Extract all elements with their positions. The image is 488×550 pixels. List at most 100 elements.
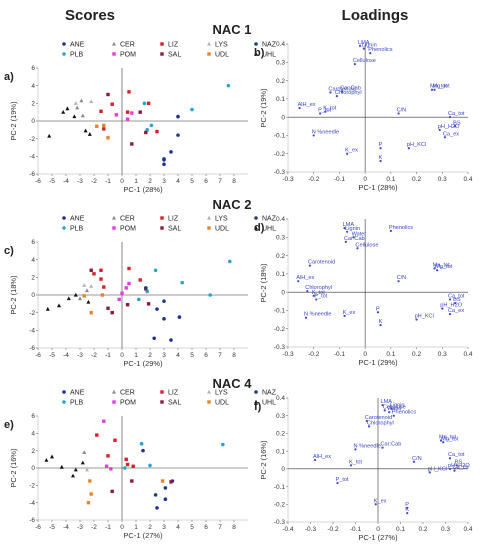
x-tick-label: 6 (204, 524, 208, 531)
loading-point (448, 298, 452, 301)
x-tick-label: 0.2 (418, 526, 427, 533)
loading-label: BS (453, 120, 461, 126)
loading-point (448, 457, 452, 460)
loading-label: pH_KCl (428, 466, 447, 472)
loading-label: AlH_ex (298, 102, 316, 108)
x-tick-label: 3 (162, 352, 166, 359)
x-tick-label: 7 (218, 352, 222, 359)
legend-marker-uhl (254, 51, 258, 56)
x-tick-label: -0.2 (308, 351, 320, 358)
loading-point (343, 314, 346, 318)
loading-label: Car:Cab (381, 442, 402, 448)
x-tick-label: 2 (148, 352, 152, 359)
point-liz (125, 462, 130, 467)
point-pom (102, 419, 106, 423)
legend-marker-pom (112, 226, 116, 230)
y-axis-label: PC-2 (18%) (9, 275, 18, 315)
legend-marker-lys (207, 41, 211, 46)
x-tick-label: -0.3 (282, 351, 294, 358)
legend-label-ane: ANE (70, 390, 85, 397)
legend-marker-liz (160, 42, 164, 46)
loading-label: pH_KCl (407, 142, 426, 148)
y-tick-label: -2 (29, 483, 35, 490)
point-udl (88, 479, 92, 483)
y-tick-label: 0.1 (276, 448, 285, 455)
point-plb (145, 128, 149, 132)
loading-label: Phenolics (389, 225, 413, 231)
point-liz (127, 90, 131, 94)
point-plb (153, 268, 158, 273)
x-tick-label: -6 (35, 178, 41, 185)
y-axis-label: PC-2 (16%) (259, 440, 268, 480)
x-tick-label: -0.1 (334, 176, 346, 183)
y-tick-label: 0.3 (276, 413, 285, 420)
loading-point (412, 460, 416, 463)
legend-label-sal: SAL (168, 226, 181, 233)
point-plb (208, 293, 212, 297)
loading-label: K_ex (345, 148, 358, 154)
loading-label: Carotenoid (365, 415, 392, 421)
loading-point (298, 106, 301, 110)
legend-marker-naz (254, 390, 258, 394)
y-tick-label: -0.3 (274, 169, 286, 176)
point-sal (106, 306, 110, 310)
y-tick-label: -4 (29, 154, 35, 161)
panel-label-e: e) (4, 419, 14, 431)
loading-label: P_tot (318, 107, 332, 113)
point-liz (125, 110, 130, 114)
point-naz (162, 299, 166, 303)
legend-marker-lys (207, 389, 211, 394)
point-udl (82, 294, 86, 298)
x-axis-label: PC-1 (28%) (123, 185, 163, 194)
loading-label: AlH_ex (313, 454, 331, 460)
legend-a: ANE CER LIZ LYS NAZ PLB POM SAL UDL UHL (62, 42, 277, 59)
x-tick-label: -2 (91, 178, 97, 185)
y-tick-label: -6 (29, 171, 35, 178)
point-liz (113, 438, 117, 442)
legend-e: ANE CER LIZ LYS NAZ PLB POM SAL UDL UHL (62, 390, 277, 407)
point-liz (99, 277, 103, 281)
loading-point (397, 112, 400, 115)
loading-point (430, 88, 434, 91)
loading-label: Cellulose (355, 242, 378, 248)
x-tick-label: -1 (105, 178, 111, 185)
legend-label-naz: NAZ (262, 390, 277, 397)
y-tick-label: 0 (281, 289, 285, 296)
nac-title-d: NAC 2 (212, 197, 251, 212)
point-uhl (57, 303, 61, 308)
loading-point (354, 448, 357, 451)
loading-point (335, 95, 338, 98)
legend-label-sal: SAL (168, 400, 181, 407)
loading-point (356, 247, 359, 250)
loading-label: K_ex (343, 310, 356, 316)
legend-marker-cer (112, 215, 116, 220)
legend-label-uhl: UHL (262, 52, 276, 59)
loading-label: Ca_ex (443, 131, 459, 137)
loading-label: P_tot (314, 293, 328, 299)
x-tick-label: 8 (232, 352, 236, 359)
y-tick-label: -2 (29, 310, 35, 317)
legend-marker-sal (160, 226, 164, 230)
legend-marker-cer (112, 389, 116, 394)
point-naz (144, 286, 148, 290)
y-tick-label: 0.4 (276, 216, 285, 223)
loading-label: Carotenoid (308, 260, 335, 266)
panel-a: a) -6 -5 -4 -3 -2 -1 0 1 2 3 4 5 6 7 8 -6 -4 -2 0 2 4 6 PC-1 (2… (4, 65, 248, 194)
loading-point (407, 147, 410, 150)
x-tick-label: -5 (49, 524, 55, 531)
loading-label: K_tot (312, 290, 326, 296)
x-tick-label: -0.3 (305, 526, 317, 533)
x-tick-label: 3 (162, 178, 166, 185)
loading-label: Car:Cab (344, 236, 365, 242)
point-pom (114, 113, 119, 117)
loading-label: Water (387, 406, 402, 412)
loading-label: pH_H2O (448, 463, 470, 469)
point-uhl (61, 109, 66, 114)
y-tick-label: 0.2 (276, 78, 285, 85)
point-naz (176, 133, 180, 137)
x-tick-label: -0.2 (327, 526, 339, 533)
point-udl (102, 123, 106, 128)
point-lys (82, 283, 87, 287)
point-plb (149, 123, 154, 128)
legend-marker-sal (160, 52, 164, 56)
